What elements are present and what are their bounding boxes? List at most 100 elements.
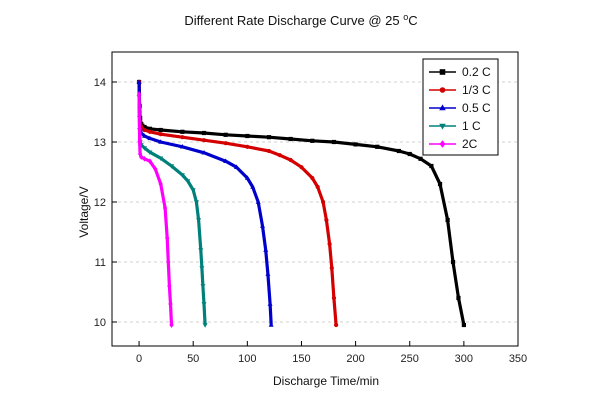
data-point-0-2-c [288, 136, 293, 142]
data-point-1-3-c [315, 184, 320, 190]
data-point-0-5-c [265, 271, 271, 276]
data-point-0-2-c [245, 133, 250, 139]
legend-item: 2C [429, 137, 478, 151]
data-point-1-3-c [310, 175, 315, 181]
data-point-0-2-c [266, 135, 272, 140]
data-point-1-c [179, 173, 185, 178]
data-point-0-5-c [267, 301, 273, 306]
series-1-3-c [136, 79, 339, 328]
legend: 0.2 C 1/3 C 0.5 C 1 C 2C [422, 58, 499, 156]
data-point-2c [139, 154, 144, 160]
data-point-2c [147, 158, 153, 165]
axis-ticks: 10 11 12 13 14 0 50 100 150 200 250 300 350 [94, 77, 527, 365]
data-point-0-5-c [234, 164, 239, 169]
data-point-0-2-c [201, 130, 207, 136]
x-tick-label: 300 [455, 353, 473, 365]
data-point-0-2-c [456, 295, 461, 301]
data-point-1-3-c [277, 153, 282, 158]
data-point-1-c [185, 179, 191, 184]
data-point-1-3-c [327, 241, 332, 247]
data-point-1-c [200, 284, 206, 289]
data-point-1-3-c [334, 322, 339, 328]
y-tick-label: 10 [94, 317, 106, 329]
x-tick-label: 200 [346, 353, 364, 365]
legend-marker [439, 87, 446, 93]
data-point-1-3-c [331, 295, 337, 301]
chart-title-superscript: o [403, 12, 408, 22]
data-point-0-2-c [429, 163, 434, 169]
data-point-2c [137, 139, 142, 145]
x-tick-label: 100 [238, 353, 256, 365]
legend-marker [439, 123, 446, 130]
data-point-2c [166, 259, 171, 265]
data-point-0-2-c [353, 142, 358, 147]
data-point-0-5-c [147, 135, 153, 141]
data-point-1-c [199, 266, 205, 271]
legend-box [422, 58, 499, 156]
data-point-0-5-c [255, 199, 261, 204]
data-point-1-3-c [245, 144, 250, 149]
x-tick-label: 150 [292, 353, 310, 365]
y-tick-label: 13 [94, 137, 106, 149]
data-point-0-5-c [201, 150, 207, 155]
data-point-2c [168, 301, 173, 307]
data-point-0-5-c [223, 158, 229, 163]
data-point-0-2-c [396, 148, 402, 154]
y-tick-label: 12 [94, 197, 106, 209]
data-point-0-2-c [158, 127, 163, 133]
y-axis-title: Voltage/V [77, 186, 91, 237]
chart-title-main: Different Rate Discharge Curve @ 25 [184, 13, 403, 28]
data-point-1-c [141, 146, 147, 151]
data-point-0-5-c [260, 223, 265, 228]
legend-label: 1/3 C [462, 83, 491, 97]
data-point-0-2-c [223, 132, 228, 137]
data-point-0-2-c [437, 181, 443, 187]
legend-label: 1 C [462, 119, 481, 133]
data-point-1-3-c [180, 135, 185, 140]
chart-title-suffix: C [408, 13, 417, 28]
data-point-0-2-c [445, 217, 450, 223]
data-point-2c [142, 155, 147, 162]
data-point-2c [136, 91, 142, 97]
data-point-0-5-c [263, 247, 269, 252]
data-point-1-3-c [288, 157, 293, 163]
data-point-1-c [169, 164, 175, 169]
data-point-1-3-c [201, 138, 207, 143]
legend-marker [439, 69, 446, 75]
data-point-0-2-c [331, 139, 337, 145]
series-line-0-5-c [137, 81, 273, 326]
x-tick-label: 350 [509, 353, 527, 365]
series-layer [136, 79, 466, 328]
data-point-1-3-c [299, 165, 304, 170]
data-point-2c [158, 181, 163, 187]
legend-label: 2C [462, 137, 478, 151]
data-point-1-3-c [223, 141, 228, 146]
series-0-5-c [136, 79, 274, 327]
data-point-1-3-c [329, 265, 334, 271]
data-point-2c [169, 322, 174, 328]
x-tick-label: 0 [136, 353, 142, 365]
data-point-1-c [147, 150, 153, 155]
data-point-0-5-c [179, 144, 185, 149]
legend-label: 0.5 C [462, 101, 491, 115]
legend-item: 1/3 C [429, 83, 491, 97]
data-point-0-5-c [141, 133, 147, 138]
data-point-1-c [190, 188, 196, 193]
data-point-1-3-c [158, 132, 163, 137]
data-point-0-2-c [450, 259, 456, 265]
legend-item: 1 C [429, 119, 481, 133]
series-2c [136, 91, 174, 328]
data-point-2c [167, 283, 172, 289]
data-point-1-c [198, 248, 204, 253]
data-point-1-c [202, 323, 208, 328]
legend-item: 0.2 C [429, 65, 491, 79]
x-tick-label: 250 [401, 353, 419, 365]
x-tick-label: 50 [187, 353, 199, 365]
data-point-2c [162, 205, 168, 211]
data-point-0-5-c [244, 175, 250, 180]
data-point-0-2-c [375, 144, 380, 149]
series-line-0-2-c [137, 81, 466, 326]
data-point-0-5-c [250, 184, 256, 189]
series-0-2-c [136, 79, 466, 328]
